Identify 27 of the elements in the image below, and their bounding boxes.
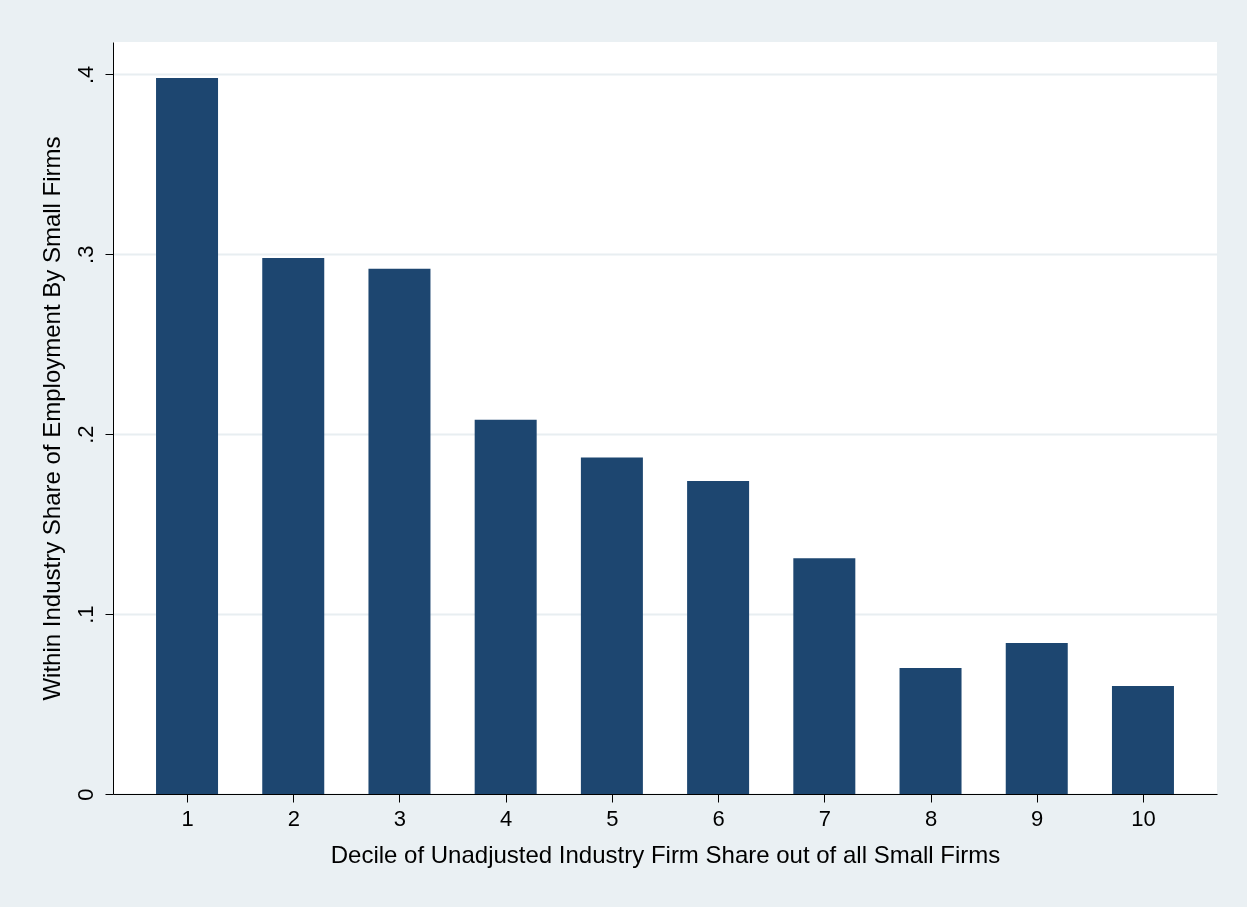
x-tick-label: 8 bbox=[924, 805, 938, 831]
x-tick-label: 1 bbox=[181, 805, 194, 831]
x-tick-label: 6 bbox=[712, 805, 725, 831]
x-tick-label: 3 bbox=[393, 805, 407, 831]
y-tick-label: 0 bbox=[72, 788, 98, 801]
bar bbox=[899, 668, 962, 794]
bar bbox=[368, 268, 431, 794]
bar bbox=[156, 77, 219, 794]
bar bbox=[474, 419, 537, 794]
bar bbox=[793, 558, 856, 794]
x-tick-label: 10 bbox=[1131, 805, 1156, 831]
y-tick-label: .1 bbox=[72, 605, 98, 624]
x-tick-label: 5 bbox=[606, 805, 619, 831]
x-tick-label: 9 bbox=[1031, 805, 1044, 831]
y-tick-label: .2 bbox=[72, 425, 98, 444]
x-axis-title: Decile of Unadjusted Industry Firm Share out of all Small Firms bbox=[330, 840, 1001, 868]
bar bbox=[1111, 686, 1174, 794]
bar bbox=[687, 480, 750, 794]
x-tick-label: 2 bbox=[287, 805, 300, 831]
y-tick-label: .3 bbox=[72, 245, 98, 264]
bar bbox=[580, 457, 643, 794]
y-axis-title: Within Industry Share of Employment By Small Firms bbox=[37, 136, 65, 701]
x-tick-label: 4 bbox=[500, 805, 513, 831]
x-tick-label: 7 bbox=[818, 805, 831, 831]
y-tick-label: .4 bbox=[72, 65, 98, 85]
bar bbox=[1005, 642, 1068, 794]
bar bbox=[262, 257, 325, 794]
